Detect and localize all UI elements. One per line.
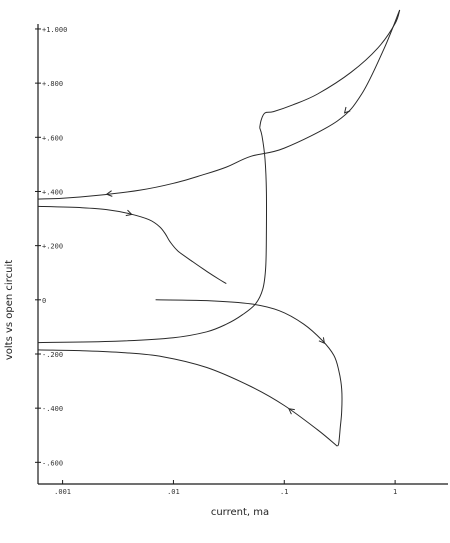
y-tick-label: +.200: [42, 243, 63, 251]
x-tick-label: .001: [54, 488, 71, 496]
y-tick-label: +.800: [42, 80, 63, 88]
direction-arrow: [318, 337, 326, 345]
direction-arrow: [125, 209, 133, 217]
y-tick-label: 0: [42, 297, 46, 305]
y-axis-title: volts vs open circuit: [4, 260, 15, 360]
y-tick-label: -.400: [42, 405, 63, 413]
series-line: [37, 127, 268, 344]
series-line: [37, 9, 401, 200]
y-tick-label: +.600: [42, 134, 63, 142]
y-tick-label: +1.000: [42, 26, 67, 34]
y-tick-label: +.400: [42, 188, 63, 196]
direction-arrow: [288, 408, 295, 415]
axes: [37, 24, 448, 485]
series-line: [37, 205, 227, 285]
direction-arrow: [105, 190, 113, 197]
series-line: [259, 9, 401, 128]
series-line: [37, 349, 338, 447]
y-ticks: +1.000 +.800 +.600 +.400 +.200 0 -.200 -.400 -.6…: [35, 26, 67, 467]
x-tick-label: 1: [393, 488, 397, 496]
x-ticks: .001 .01 .1 1: [54, 480, 397, 496]
x-tick-label: .1: [280, 488, 288, 496]
y-tick-label: -.200: [42, 351, 63, 359]
series-line: [155, 299, 343, 447]
x-axis-title: current, ma: [211, 507, 269, 518]
y-tick-label: -.600: [42, 459, 63, 467]
series-layer: [37, 9, 401, 447]
direction-arrow: [343, 106, 351, 114]
x-tick-label: .01: [167, 488, 180, 496]
